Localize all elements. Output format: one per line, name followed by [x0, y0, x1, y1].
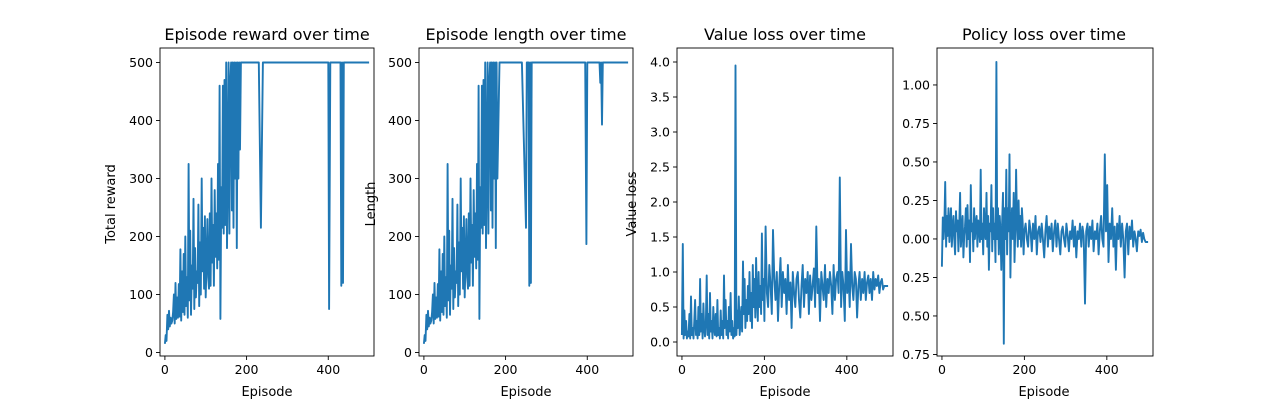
y-tick-label: 0.5: [650, 300, 670, 315]
y-tick-label: 400: [388, 113, 412, 128]
y-tick-label: 500: [129, 55, 153, 70]
chart-title: Policy loss over time: [962, 25, 1126, 44]
y-tick-label: 300: [129, 171, 153, 186]
y-tick-label: 1.0: [650, 265, 670, 280]
x-tick-label: 400: [575, 362, 599, 377]
x-tick-label: 200: [494, 362, 518, 377]
y-axis-label: Length: [364, 182, 379, 227]
x-tick-label: 200: [235, 362, 259, 377]
y-axis-label: Total reward: [104, 164, 119, 245]
y-tick-label: 0: [404, 345, 412, 360]
panel-value-loss: Value loss over time Episode Value loss …: [625, 25, 894, 400]
y-tick-label: 0.50: [902, 154, 930, 169]
series-line: [680, 64, 889, 340]
plot-frame: [159, 47, 375, 357]
series-line: [163, 61, 370, 344]
chart-title: Value loss over time: [704, 25, 866, 44]
y-tick-label: 4.0: [650, 55, 670, 70]
x-tick-label: 200: [1012, 362, 1036, 377]
series-line: [940, 60, 1149, 345]
y-tick-label: 1.5: [650, 230, 670, 245]
panel-episode-length: Episode length over time Episode Length …: [364, 25, 634, 400]
y-tick-label: 300: [388, 171, 412, 186]
chart-title: Episode length over time: [426, 25, 627, 44]
panel-episode-reward: Episode reward over time Episode Total r…: [104, 25, 375, 400]
y-tick-label: 200: [388, 229, 412, 244]
x-tick-label: 400: [835, 362, 859, 377]
x-axis-label: Episode: [500, 385, 551, 400]
x-tick-label: 0: [161, 362, 169, 377]
y-tick-label: 200: [129, 229, 153, 244]
y-tick-label: 2.5: [650, 160, 670, 175]
y-tick-label: 3.5: [650, 90, 670, 105]
y-tick-label: 100: [129, 287, 153, 302]
series-line: [422, 61, 629, 344]
y-tick-label: 0: [145, 345, 153, 360]
y-axis-label: Value loss: [625, 171, 640, 236]
x-tick-label: 0: [938, 362, 946, 377]
x-axis-label: Episode: [1018, 385, 1069, 400]
x-tick-label: 0: [420, 362, 428, 377]
x-tick-label: 400: [1095, 362, 1119, 377]
y-tick-label: 500: [388, 55, 412, 70]
y-tick-label: 400: [129, 113, 153, 128]
x-tick-label: 200: [752, 362, 776, 377]
chart-title: Episode reward over time: [164, 25, 369, 44]
y-tick-label: 0.25: [902, 193, 930, 208]
y-tick-label: 0.75: [902, 347, 930, 362]
x-axis-label: Episode: [241, 385, 292, 400]
x-tick-label: 0: [678, 362, 686, 377]
plot-frame: [418, 47, 634, 357]
x-axis-label: Episode: [759, 385, 810, 400]
y-tick-label: 3.0: [650, 125, 670, 140]
x-tick-label: 400: [316, 362, 340, 377]
y-tick-label: 2.0: [650, 195, 670, 210]
y-tick-label: 0.50: [902, 308, 930, 323]
y-tick-label: 1.00: [902, 77, 930, 92]
y-tick-label: 0.00: [902, 231, 930, 246]
y-tick-label: 0.75: [902, 116, 930, 131]
panel-policy-loss: Policy loss over time Episode 0 200 400 0.7…: [902, 25, 1154, 400]
y-tick-label: 100: [388, 287, 412, 302]
y-tick-label: 0.0: [650, 335, 670, 350]
plot-frame: [936, 47, 1154, 357]
y-tick-label: 0.25: [902, 270, 930, 285]
